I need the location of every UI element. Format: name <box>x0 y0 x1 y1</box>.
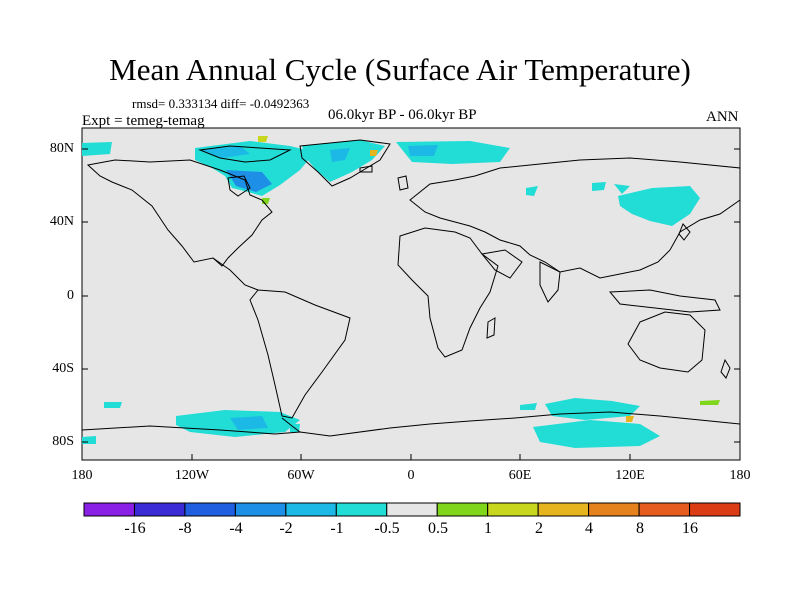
anomaly-patch <box>626 416 634 422</box>
lat-label: 40S <box>52 361 74 376</box>
coast-australia <box>627 311 706 373</box>
anomaly-patch <box>520 403 537 410</box>
anomaly-patch <box>104 402 122 408</box>
map-background <box>81 127 741 461</box>
anomaly-patch <box>526 186 538 196</box>
colorbar-label: 4 <box>585 520 593 537</box>
period-text: 06.0kyr BP - 06.0kyr BP <box>328 107 477 123</box>
anomaly-patch <box>302 140 385 182</box>
anomaly-patch <box>545 398 640 420</box>
colorbar-box <box>234 502 287 517</box>
colorbar-label: -0.5 <box>374 520 400 537</box>
season-text: ANN <box>706 109 739 125</box>
coast-iceland <box>359 165 373 173</box>
anomaly-patch <box>614 184 630 194</box>
anomaly-patch <box>592 182 606 191</box>
colorbar-label: -2 <box>279 520 293 537</box>
coast-new-zealand <box>720 358 731 379</box>
colorbar-box <box>689 502 741 517</box>
anomaly-patch <box>533 420 660 448</box>
colorbar-label: -1 <box>330 520 344 537</box>
colorbar-box <box>133 502 186 517</box>
colorbar-box <box>487 502 539 517</box>
anomaly-patch <box>200 146 250 158</box>
coast-arabia <box>481 249 523 279</box>
colorbar-label: 0.5 <box>428 520 448 537</box>
lon-label: 180 <box>71 468 93 483</box>
colorbar-box <box>386 502 438 517</box>
lat-label: 40N <box>49 214 74 229</box>
coast-central-america <box>212 257 259 291</box>
colorbar-box <box>184 502 236 517</box>
colorbar-label: 2 <box>535 520 543 537</box>
anomaly-patch <box>258 136 268 142</box>
anomaly-patch <box>370 150 378 156</box>
colorbar-label: -8 <box>178 520 192 537</box>
lon-label: 120W <box>174 468 210 483</box>
coast-africa <box>397 227 499 358</box>
stats-text: rmsd= 0.333134 diff= -0.0492363 <box>132 96 310 111</box>
coast-canadian-archipelago <box>198 145 292 163</box>
axis-ticks <box>81 148 741 460</box>
lat-label: 0 <box>67 288 74 303</box>
colorbar-label: -16 <box>124 520 146 537</box>
colorbar-label: 1 <box>484 520 492 537</box>
anomaly-patch <box>618 186 700 226</box>
lon-label: 60E <box>508 468 532 483</box>
experiment-text: Expt = temeg-temag <box>82 113 205 129</box>
anomaly-patch <box>82 142 112 156</box>
anomaly-patch <box>330 148 350 162</box>
colorbar-label: -4 <box>229 520 243 537</box>
coastlines <box>81 139 741 437</box>
anomaly-patch <box>226 170 272 192</box>
lon-label: 0 <box>407 468 415 483</box>
lon-label: 120E <box>615 468 645 483</box>
colorbar-label: 8 <box>636 520 644 537</box>
coast-hudson-bay <box>227 175 251 197</box>
colorbar <box>83 502 741 517</box>
colorbar-box <box>537 502 590 517</box>
colorbar-box <box>588 502 640 517</box>
lat-label: 80S <box>52 434 74 449</box>
coast-british-isles <box>397 175 409 191</box>
anomaly-patch <box>82 436 96 444</box>
colorbar-box <box>335 502 388 517</box>
coast-japan <box>678 223 691 241</box>
coast-madagascar <box>486 317 496 339</box>
coast-north-america <box>86 159 273 267</box>
coast-antarctica <box>81 411 741 437</box>
coast-se-asia-islands <box>608 289 721 313</box>
colorbar-box <box>436 502 489 517</box>
chart-title: Mean Annual Cycle (Surface Air Temperatu… <box>109 52 691 87</box>
colorbar-box <box>83 502 135 517</box>
lon-label: 60W <box>287 468 315 483</box>
colorbar-box <box>638 502 691 517</box>
anomaly-patch <box>408 145 438 156</box>
coast-south-america <box>249 289 351 419</box>
coast-greenland <box>299 139 391 187</box>
anomaly-patch <box>700 400 720 405</box>
colorbar-label: 16 <box>682 520 698 537</box>
coast-india <box>539 261 561 303</box>
anomaly-patches <box>82 136 720 448</box>
coast-eurasia <box>409 157 741 279</box>
colorbar-box <box>285 502 337 517</box>
lon-label: 180 <box>729 468 751 483</box>
coast-antarctic-peninsula <box>281 417 301 433</box>
anomaly-patch <box>230 416 268 430</box>
lat-label: 80N <box>49 141 74 156</box>
